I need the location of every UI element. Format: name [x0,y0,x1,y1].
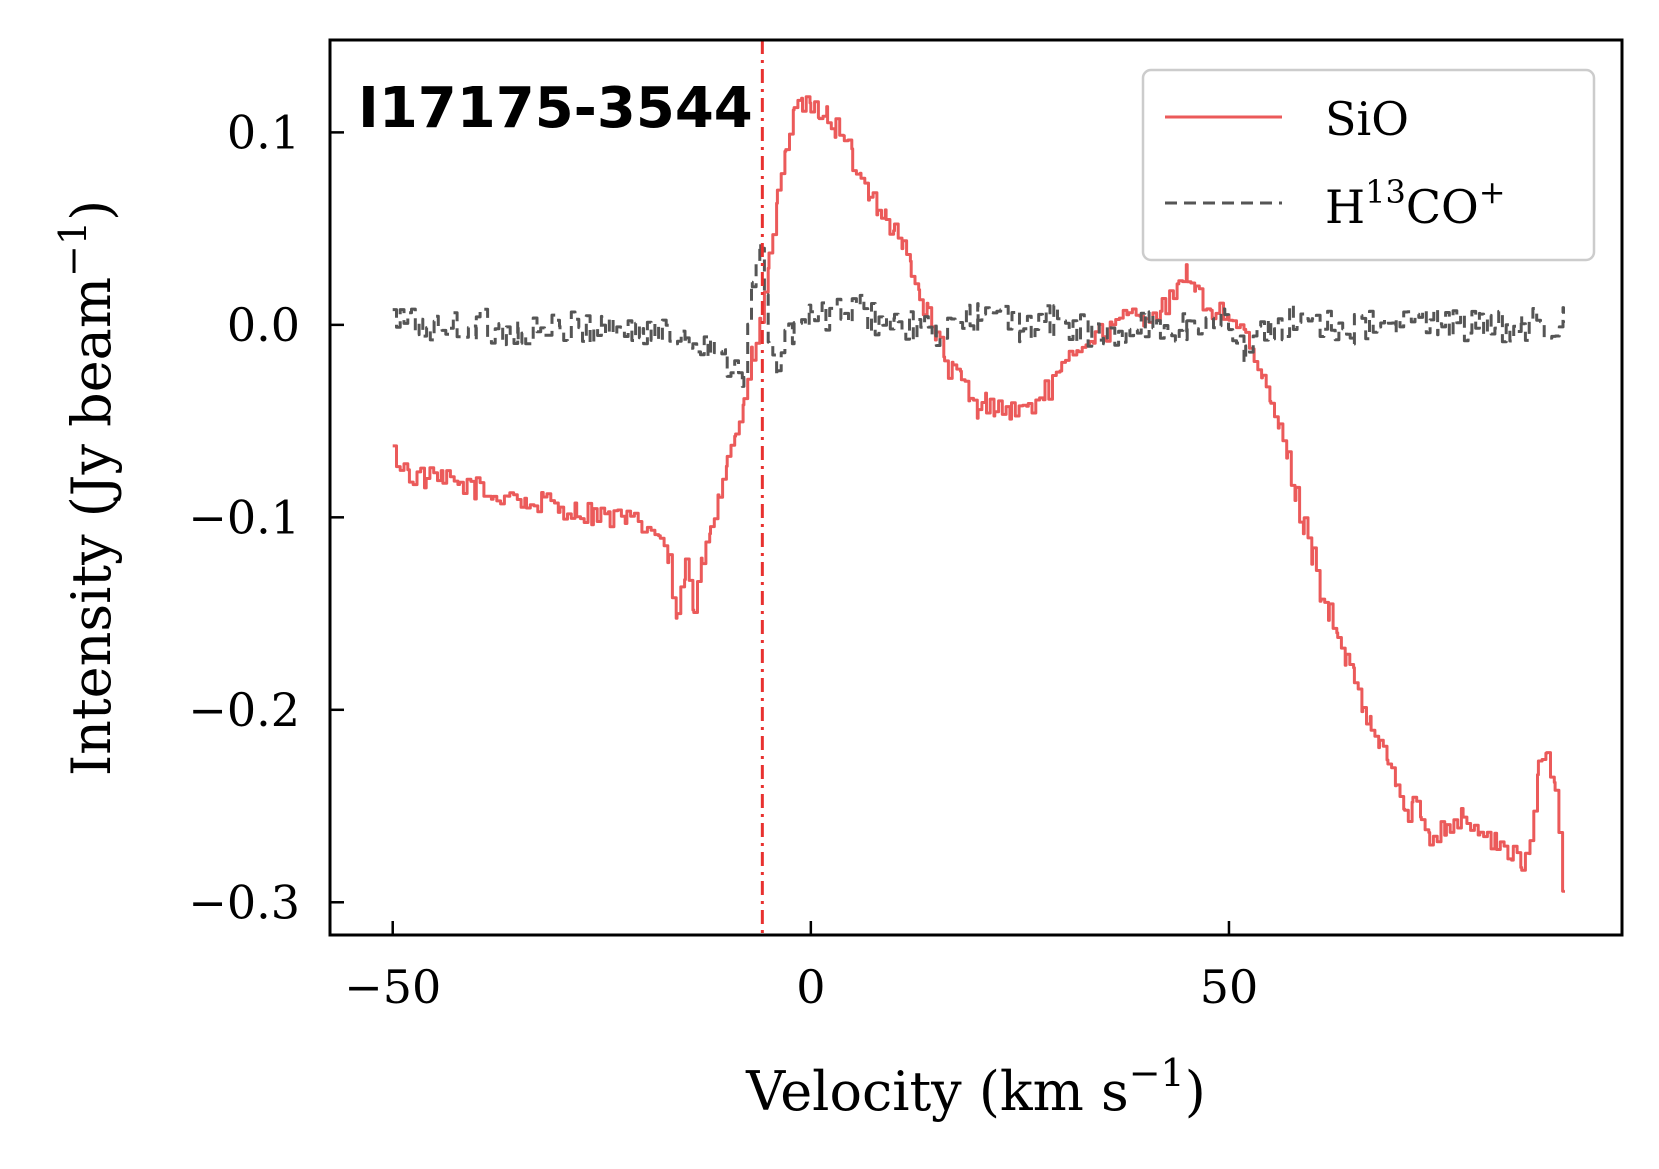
plot-area [392,40,1565,935]
legend-h13co-part-3: CO [1406,180,1479,234]
legend: SiO H13CO+ [1141,68,1596,262]
y-axis-label-main: Intensity (Jy beam [60,277,123,776]
legend-h13co-part-2: 13 [1365,173,1406,211]
plot-frame [328,38,1624,937]
legend-h13co-part-1: H [1325,180,1365,234]
legend-h13co-part-4: + [1479,173,1506,211]
x-axis-label: Velocity (km s−1) [745,1051,1206,1123]
x-tick-label: −50 [344,960,441,1014]
x-axis-label-sup: −1 [1129,1051,1185,1095]
y-tick-label: 0.1 [227,105,300,159]
series-layer [392,95,1565,893]
x-axis-label-main: Velocity (km s [745,1060,1129,1123]
y-tick-label: −0.1 [188,490,300,544]
y-axis-label: Intensity (Jy beam−1) [51,200,123,776]
y-axis-label-tail: ) [60,200,123,221]
series-line-sio [392,95,1565,893]
x-tick-label: 50 [1200,960,1259,1014]
y-tick-label: −0.2 [188,683,300,737]
legend-label-sio: SiO [1325,92,1409,146]
x-tick-label: 0 [796,960,825,1014]
y-tick-label: −0.3 [188,875,300,929]
source-annotation: I17175-3544 [358,76,753,141]
y-tick-label: 0.0 [227,298,300,352]
series-line-h13co- [392,242,1565,388]
x-axis-label-tail: ) [1185,1060,1206,1123]
y-axis-label-sup: −1 [51,221,95,277]
legend-label-h13co: H13CO+ [1325,173,1506,234]
ticks-layer: −50 0 50 0.1 0.0 −0.1 −0.2 −0.3 [188,105,1258,1014]
